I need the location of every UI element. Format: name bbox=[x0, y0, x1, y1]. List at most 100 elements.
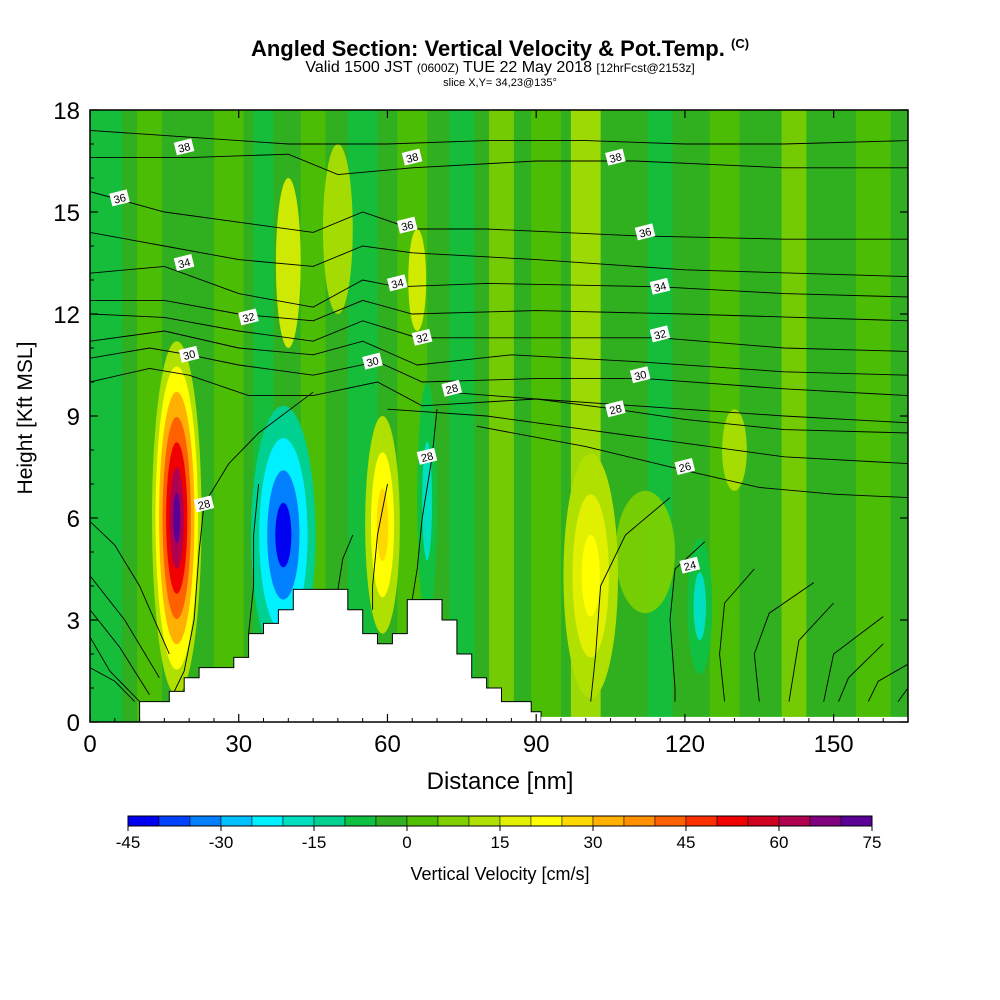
isotherm-label-box bbox=[441, 379, 463, 397]
field-band bbox=[275, 178, 301, 348]
isotherm-line bbox=[823, 616, 884, 702]
isotherm-label-box bbox=[396, 216, 418, 234]
isotherm-line bbox=[90, 129, 908, 145]
isotherm-line bbox=[372, 483, 388, 610]
isotherm-line bbox=[897, 687, 908, 702]
colorbar: -45 -30 -15 0 15 30 45 60 75 bbox=[116, 815, 882, 852]
isotherm-line bbox=[867, 663, 908, 702]
isotherm-label-box bbox=[605, 148, 626, 166]
isotherm-line bbox=[90, 609, 150, 696]
isotherm-label-box bbox=[173, 138, 195, 156]
subtitle-utc: (0600Z) bbox=[416, 61, 459, 75]
colorbar-swatch bbox=[654, 815, 687, 827]
isotherm-line bbox=[90, 191, 908, 240]
isotherm-label-text: 30 bbox=[182, 348, 197, 363]
isotherm-label: 28 bbox=[605, 400, 626, 418]
colorbar-swatch bbox=[158, 815, 191, 827]
colorbar-tick-label: 0 bbox=[402, 833, 411, 852]
isotherm-label-box bbox=[629, 366, 651, 384]
isotherm-label-text: 30 bbox=[365, 355, 380, 370]
isotherm-line bbox=[90, 231, 908, 278]
colorbar-tick-label: 45 bbox=[677, 833, 696, 852]
isotherm-label-box bbox=[679, 556, 701, 574]
field-streak bbox=[818, 110, 849, 722]
isotherm-label-box bbox=[109, 189, 130, 207]
colorbar-tick-label: 60 bbox=[770, 833, 789, 852]
isotherm-label: 38 bbox=[401, 148, 423, 166]
isotherm-label-text: 28 bbox=[445, 382, 460, 397]
isotherm-label: 28 bbox=[441, 379, 463, 397]
isotherm-label-text: 28 bbox=[420, 450, 435, 465]
isotherm-label: 24 bbox=[679, 556, 701, 574]
isotherm-label: 32 bbox=[238, 308, 259, 326]
isotherm-line bbox=[838, 643, 884, 702]
isotherm-line bbox=[90, 153, 908, 176]
isotherm-label-box bbox=[649, 277, 671, 295]
isotherm-line bbox=[90, 265, 908, 308]
isotherm-label: 38 bbox=[605, 148, 626, 166]
colorbar-swatch bbox=[778, 815, 811, 827]
colorbar-swatch bbox=[220, 815, 253, 827]
subtitle-date: TUE 22 May 2018 bbox=[463, 59, 592, 76]
isotherm-line bbox=[248, 483, 260, 634]
isotherm-labels: 38 38 38 36 36 36 34 34 34 32 32 32 30 30 30 28 28 28 28 26… bbox=[109, 138, 701, 574]
y-tick-label: 3 bbox=[67, 608, 80, 635]
isotherm-label-text: 28 bbox=[197, 498, 212, 513]
x-tick-label: 90 bbox=[523, 731, 550, 758]
isotherm-line bbox=[173, 391, 314, 692]
isotherm-label-text: 36 bbox=[113, 192, 128, 207]
isotherm-line bbox=[590, 497, 671, 702]
terrain-shape bbox=[90, 588, 542, 723]
y-tick-label: 9 bbox=[67, 404, 80, 431]
colorbar-swatch bbox=[685, 815, 718, 827]
colorbar-label: Vertical Velocity [cm/s] bbox=[410, 864, 590, 884]
colorbar-swatch bbox=[468, 815, 501, 827]
isotherm-label: 28 bbox=[193, 495, 215, 513]
isotherm-label-text: 36 bbox=[400, 219, 415, 234]
isotherm-label: 38 bbox=[173, 138, 195, 156]
terrain-base bbox=[541, 716, 908, 722]
field-streak bbox=[531, 110, 561, 722]
isotherm-line bbox=[90, 521, 170, 655]
y-tick-label: 6 bbox=[67, 506, 80, 533]
isotherm-label-text: 32 bbox=[653, 328, 668, 343]
isotherm-line bbox=[446, 391, 908, 434]
colorbar-tick-label: 75 bbox=[863, 833, 882, 852]
subtitle-forecast: [12hrFcst@2153z] bbox=[596, 61, 695, 75]
isotherm-line bbox=[90, 299, 908, 322]
isotherm-label-box bbox=[634, 223, 656, 241]
isotherm-label-text: 32 bbox=[241, 311, 256, 326]
field-band bbox=[323, 144, 353, 314]
colorbar-swatch bbox=[499, 815, 532, 827]
isotherm-label-text: 34 bbox=[653, 280, 668, 295]
x-tick-label: 150 bbox=[814, 731, 854, 758]
isotherm-label: 34 bbox=[386, 274, 408, 292]
colorbar-swatch bbox=[282, 815, 315, 827]
isotherm-label-text: 38 bbox=[405, 151, 420, 166]
colorbar-swatch bbox=[189, 815, 222, 827]
isotherm-line bbox=[90, 367, 908, 424]
chart-subtitle: Valid 1500 JST (0600Z) TUE 22 May 2018 [… bbox=[0, 59, 1000, 77]
isotherm-line bbox=[788, 602, 834, 702]
isotherm-label: 32 bbox=[649, 325, 671, 343]
colorbar-swatch bbox=[313, 815, 346, 827]
colorbar-tick-label: 15 bbox=[491, 833, 510, 852]
isotherm-line bbox=[90, 667, 135, 702]
x-tick-label: 60 bbox=[374, 731, 401, 758]
isotherm-label-text: 28 bbox=[608, 403, 623, 418]
chart-title: Angled Section: Vertical Velocity & Pot.… bbox=[0, 36, 1000, 62]
field-feature bbox=[581, 535, 600, 617]
colorbar-swatch bbox=[344, 815, 377, 827]
field-streak bbox=[213, 110, 244, 722]
colorbar-swatch bbox=[840, 815, 873, 827]
colorbar-swatch bbox=[437, 815, 470, 827]
y-tick-label: 15 bbox=[53, 200, 80, 227]
isotherm-line bbox=[411, 409, 438, 600]
isotherm-label-box bbox=[605, 400, 626, 418]
isotherm-label-box bbox=[238, 308, 259, 326]
velocity-field bbox=[90, 110, 908, 722]
isotherm-label-box bbox=[386, 274, 408, 292]
colorbar-swatch bbox=[592, 815, 625, 827]
colorbar-swatch bbox=[623, 815, 656, 827]
isotherm-label-box bbox=[401, 148, 423, 166]
